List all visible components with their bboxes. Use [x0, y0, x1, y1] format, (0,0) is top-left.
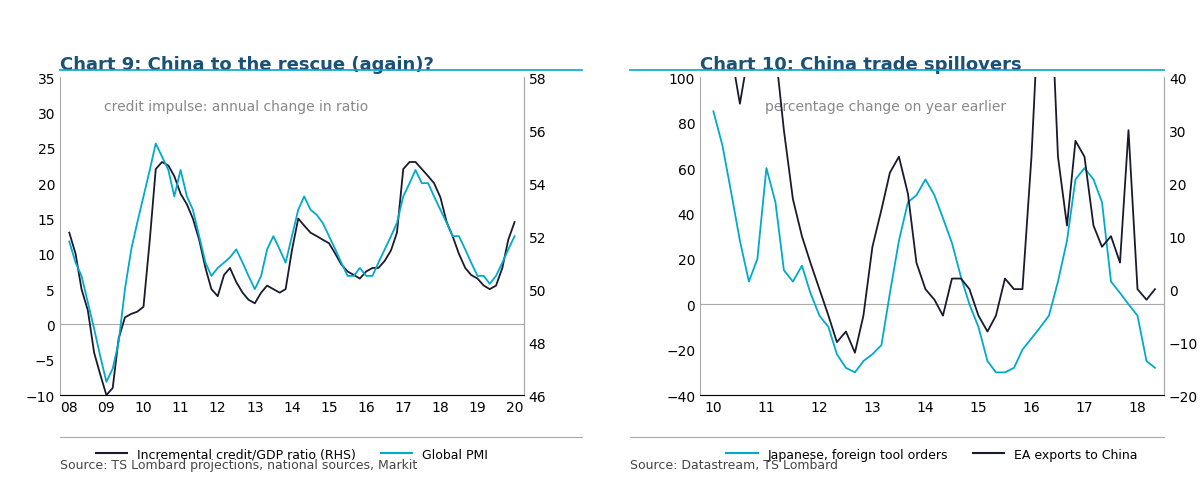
Japanese, foreign tool orders: [1147, 365, 1162, 371]
Japanese, foreign tool orders: [1033, 325, 1048, 330]
EA exports to China: [847, 350, 862, 356]
Global PMI: [458, 247, 473, 253]
EA exports to China: [1147, 286, 1162, 292]
Incremental credit/GDP ratio (RHS): [445, 234, 460, 240]
EA exports to China: [839, 329, 853, 335]
Global PMI: [149, 141, 163, 147]
EA exports to China: [1007, 286, 1021, 292]
Incremental credit/GDP ratio (RHS): [155, 160, 169, 165]
Japanese, foreign tool orders: [857, 358, 871, 364]
Japanese, foreign tool orders: [803, 290, 817, 296]
Incremental credit/GDP ratio (RHS): [296, 223, 311, 229]
Incremental credit/GDP ratio (RHS): [458, 265, 473, 271]
Line: Global PMI: Global PMI: [70, 144, 515, 382]
Global PMI: [476, 273, 491, 279]
Global PMI: [100, 379, 114, 385]
EA exports to China: [857, 313, 871, 319]
Global PMI: [174, 168, 188, 174]
Legend: Incremental credit/GDP ratio (RHS), Global PMI: Incremental credit/GDP ratio (RHS), Glob…: [91, 443, 493, 466]
Line: Incremental credit/GDP ratio (RHS): Incremental credit/GDP ratio (RHS): [70, 163, 515, 395]
Legend: Japanese, foreign tool orders, EA exports to China: Japanese, foreign tool orders, EA export…: [721, 443, 1142, 466]
Japanese, foreign tool orders: [847, 370, 862, 376]
EA exports to China: [1139, 297, 1153, 303]
Text: credit impulse: annual change in ratio: credit impulse: annual change in ratio: [104, 101, 368, 114]
Global PMI: [445, 234, 460, 240]
Global PMI: [508, 234, 522, 240]
Line: Japanese, foreign tool orders: Japanese, foreign tool orders: [713, 112, 1154, 373]
Japanese, foreign tool orders: [1007, 365, 1021, 371]
Japanese, foreign tool orders: [706, 109, 720, 115]
Incremental credit/GDP ratio (RHS): [223, 265, 238, 271]
Text: Source: Datastream, TS Lombard: Source: Datastream, TS Lombard: [630, 459, 838, 471]
Japanese, foreign tool orders: [839, 365, 853, 371]
Line: EA exports to China: EA exports to China: [713, 0, 1154, 353]
Text: Chart 10: China trade spillovers: Chart 10: China trade spillovers: [700, 56, 1021, 74]
Incremental credit/GDP ratio (RHS): [476, 283, 491, 289]
EA exports to China: [803, 260, 817, 266]
Global PMI: [223, 255, 238, 261]
Text: percentage change on year earlier: percentage change on year earlier: [766, 101, 1007, 114]
Incremental credit/GDP ratio (RHS): [174, 191, 188, 197]
Global PMI: [62, 239, 77, 245]
Incremental credit/GDP ratio (RHS): [508, 220, 522, 225]
Japanese, foreign tool orders: [1139, 358, 1153, 364]
Text: Chart 9: China to the rescue (again)?: Chart 9: China to the rescue (again)?: [60, 56, 434, 74]
Text: Source: TS Lombard projections, national sources, Markit: Source: TS Lombard projections, national…: [60, 459, 418, 471]
Incremental credit/GDP ratio (RHS): [100, 392, 114, 398]
Global PMI: [296, 194, 311, 200]
Incremental credit/GDP ratio (RHS): [62, 230, 77, 236]
